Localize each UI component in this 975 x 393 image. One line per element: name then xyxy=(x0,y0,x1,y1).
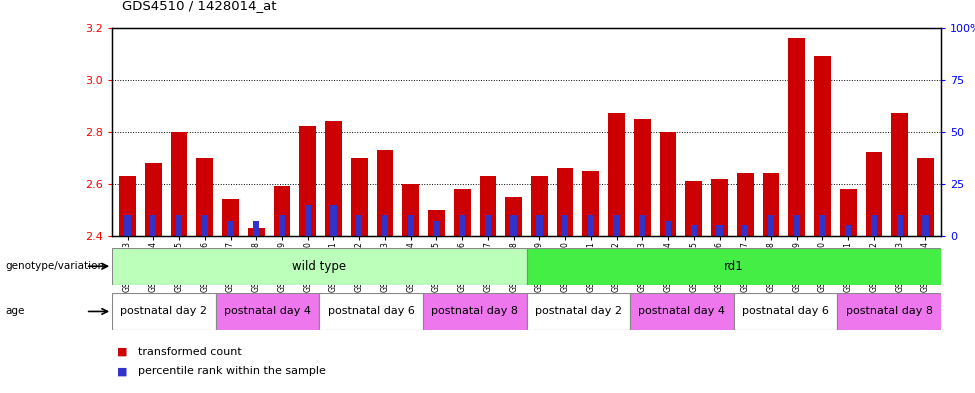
Bar xyxy=(531,176,548,236)
Text: postnatal day 6: postnatal day 6 xyxy=(742,307,829,316)
Bar xyxy=(125,215,131,236)
Bar xyxy=(814,56,831,236)
Text: genotype/variation: genotype/variation xyxy=(5,261,104,271)
Bar xyxy=(742,225,749,236)
Bar xyxy=(526,248,941,285)
Bar xyxy=(737,173,754,236)
Bar xyxy=(376,150,393,236)
Text: postnatal day 4: postnatal day 4 xyxy=(224,307,311,316)
Bar xyxy=(119,176,136,236)
Bar xyxy=(839,189,857,236)
Bar xyxy=(222,199,239,236)
Bar xyxy=(423,293,526,330)
Bar xyxy=(640,215,645,236)
Bar xyxy=(428,210,445,236)
Bar xyxy=(408,215,413,236)
Bar xyxy=(613,215,620,236)
Bar xyxy=(789,38,805,236)
Bar xyxy=(112,248,526,285)
Bar xyxy=(382,215,388,236)
Bar xyxy=(511,215,517,236)
Bar xyxy=(608,114,625,236)
Bar xyxy=(215,293,320,330)
Bar xyxy=(690,225,697,236)
Text: postnatal day 6: postnatal day 6 xyxy=(328,307,414,316)
Bar xyxy=(685,181,702,236)
Bar xyxy=(351,158,368,236)
Text: postnatal day 8: postnatal day 8 xyxy=(431,307,518,316)
Bar xyxy=(320,293,423,330)
Bar xyxy=(588,215,594,236)
Bar xyxy=(634,119,650,236)
Bar xyxy=(176,215,182,236)
Text: transformed count: transformed count xyxy=(138,347,242,357)
Bar xyxy=(274,186,291,236)
Text: postnatal day 4: postnatal day 4 xyxy=(639,307,725,316)
Bar xyxy=(897,215,903,236)
Bar xyxy=(505,197,522,236)
Bar xyxy=(403,184,419,236)
Bar xyxy=(331,204,336,236)
Bar xyxy=(630,293,733,330)
Bar xyxy=(254,221,259,236)
Bar xyxy=(202,215,208,236)
Bar xyxy=(660,132,677,236)
Bar xyxy=(150,215,156,236)
Bar xyxy=(480,176,496,236)
Text: ■: ■ xyxy=(117,366,128,376)
Bar xyxy=(665,221,671,236)
Bar xyxy=(891,114,908,236)
Bar xyxy=(459,215,465,236)
Bar xyxy=(582,171,600,236)
Bar xyxy=(112,293,215,330)
Text: postnatal day 8: postnatal day 8 xyxy=(845,307,932,316)
Bar xyxy=(711,178,728,236)
Bar xyxy=(485,215,491,236)
Bar xyxy=(433,221,440,236)
Text: wild type: wild type xyxy=(292,260,346,273)
Bar xyxy=(325,121,342,236)
Bar xyxy=(304,204,311,236)
Bar xyxy=(922,215,928,236)
Text: age: age xyxy=(5,307,24,316)
Text: rd1: rd1 xyxy=(723,260,744,273)
Bar xyxy=(196,158,214,236)
Bar xyxy=(557,168,573,236)
Text: GDS4510 / 1428014_at: GDS4510 / 1428014_at xyxy=(122,0,276,12)
Text: postnatal day 2: postnatal day 2 xyxy=(121,307,208,316)
Bar xyxy=(171,132,187,236)
Bar xyxy=(762,173,779,236)
Text: percentile rank within the sample: percentile rank within the sample xyxy=(138,366,327,376)
Bar xyxy=(819,215,826,236)
Bar xyxy=(717,225,722,236)
Bar xyxy=(917,158,934,236)
Bar xyxy=(794,215,800,236)
Bar xyxy=(145,163,162,236)
Bar xyxy=(227,221,234,236)
Text: ■: ■ xyxy=(117,347,128,357)
Bar xyxy=(453,189,471,236)
Bar xyxy=(866,152,882,236)
Bar xyxy=(871,215,878,236)
Bar xyxy=(299,127,316,236)
Bar xyxy=(838,293,941,330)
Text: postnatal day 2: postnatal day 2 xyxy=(535,307,622,316)
Bar xyxy=(279,215,285,236)
Bar xyxy=(356,215,363,236)
Bar xyxy=(526,293,630,330)
Bar xyxy=(733,293,838,330)
Bar xyxy=(845,225,851,236)
Bar xyxy=(248,228,264,236)
Bar xyxy=(536,215,542,236)
Bar xyxy=(562,215,568,236)
Bar xyxy=(768,215,774,236)
